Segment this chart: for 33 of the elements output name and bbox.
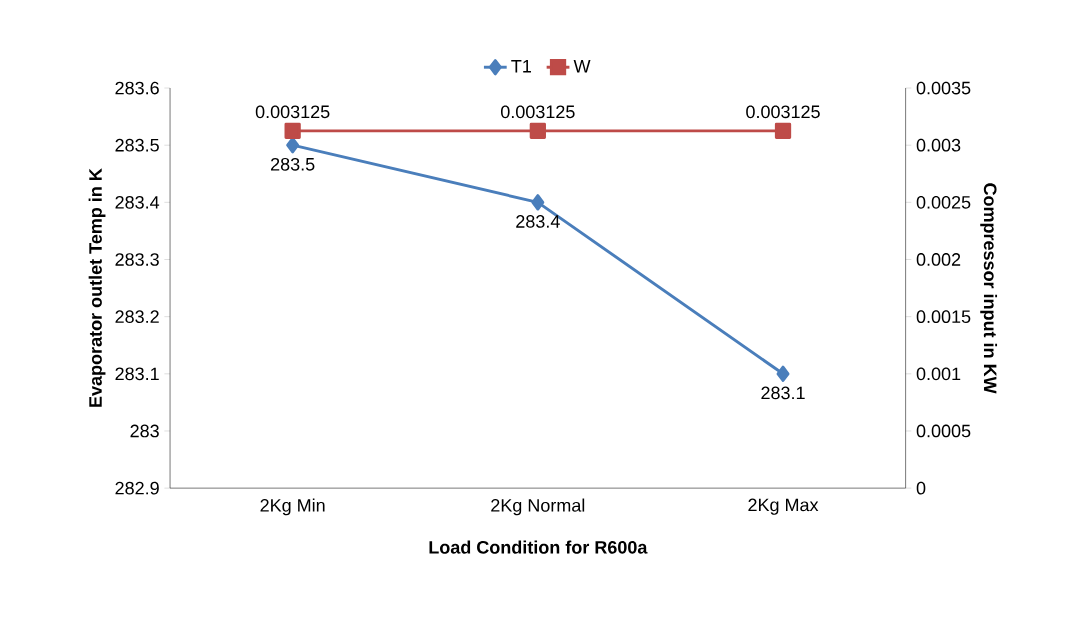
legend-label: T1 [511, 60, 531, 73]
y-tick-label: 283.6 [115, 81, 159, 95]
y2-tick-label: 0.0005 [916, 424, 971, 438]
data-label: 0.003125 [255, 105, 330, 119]
y-tick-label: 283.5 [115, 138, 159, 152]
point [286, 137, 300, 154]
y2-tick-label: 0.0035 [916, 81, 971, 95]
y-tick-label: 283.3 [115, 253, 159, 266]
data-label: 0.003125 [746, 105, 820, 119]
x-tick-label: 2Kg Normal [491, 498, 585, 516]
legend-label: W [573, 60, 591, 73]
y-tick-label: 283.4 [115, 196, 160, 209]
data-label: 0.003125 [501, 105, 575, 119]
data-label: 283.1 [761, 386, 805, 400]
y2-tick-label: 0.0025 [916, 196, 971, 209]
x-tick-label: 2Kg Min [260, 498, 325, 516]
x-axis-title: Load Condition for R600a [429, 540, 648, 554]
point [531, 194, 545, 211]
data-label: 283.4 [516, 215, 560, 228]
data-label: 283.5 [271, 157, 315, 171]
x-tick-label: 2Kg Max [748, 498, 819, 515]
point [776, 365, 790, 383]
y2-axis-title: Compressor input in KW [980, 183, 998, 394]
y2-tick-label: 0.003 [916, 138, 961, 152]
y2-tick-label: 0 [916, 481, 926, 495]
y2-tick-label: 0.0015 [916, 310, 971, 324]
y2-tick-label: 0.001 [916, 367, 961, 381]
y-tick-label: 283.2 [115, 310, 159, 324]
y-tick-label: 282.9 [115, 481, 159, 495]
y-tick-label: 283 [130, 424, 159, 438]
y-axis-title: Evaporator outlet Temp in K [88, 168, 106, 407]
y-tick-label: 283.1 [115, 367, 159, 381]
y2-tick-label: 0.002 [916, 253, 961, 266]
